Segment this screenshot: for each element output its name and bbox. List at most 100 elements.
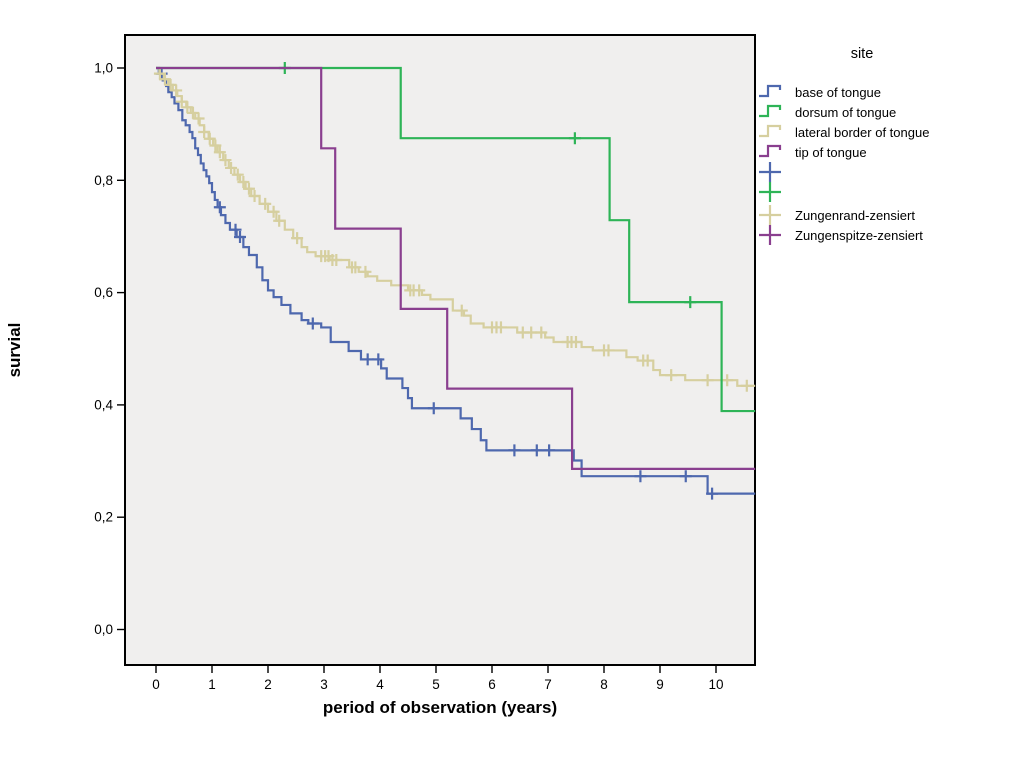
legend-items: base of tongue dorsum of tongue lateral bo…	[758, 82, 1008, 245]
x-tick-label: 2	[264, 677, 272, 692]
censor-mark-lateral-border-of-tongue	[701, 374, 714, 387]
censor-mark-lateral-border-of-tongue	[158, 73, 171, 86]
censor-mark-base-of-tongue	[679, 470, 692, 483]
censor-mark-lateral-border-of-tongue	[259, 197, 272, 210]
legend-item-label: tip of tongue	[795, 144, 867, 160]
legend-item: lateral border of tongue	[758, 122, 1008, 142]
x-tick-label: 1	[208, 677, 216, 692]
censor-mark-lateral-border-of-tongue	[219, 154, 232, 167]
censor-mark-base-of-tongue	[372, 353, 385, 366]
survival-curve-base-of-tongue	[156, 66, 756, 495]
x-tick-label: 9	[656, 677, 664, 692]
step-line-icon	[759, 104, 782, 118]
censor-mark-base-of-tongue	[229, 223, 242, 236]
censor-mark-lateral-border-of-tongue	[209, 139, 222, 152]
censor-mark-lateral-border-of-tongue	[330, 254, 343, 267]
y-tick-label: 0,0	[94, 622, 113, 637]
censor-mark-lateral-border-of-tongue	[198, 126, 211, 139]
censor-mark-dorsum-of-tongue	[684, 296, 697, 309]
censor-mark-lateral-border-of-tongue	[349, 261, 362, 274]
survival-curve-dorsum-of-tongue	[156, 66, 756, 413]
censor-mark-lateral-border-of-tongue	[225, 161, 238, 174]
y-tick-label: 1,0	[94, 61, 113, 76]
censor-mark-lateral-border-of-tongue	[291, 232, 304, 245]
legend-item-label: Zungenrand-zensiert	[795, 207, 915, 223]
y-tick-label: 0,8	[94, 173, 113, 188]
censor-mark-lateral-border-of-tongue	[525, 326, 538, 339]
censor-mark-lateral-border-of-tongue	[203, 132, 216, 145]
legend-item: Zungenrand-zensiert	[758, 205, 1008, 225]
y-axis-title: survial	[5, 322, 24, 378]
censor-plus-icon	[759, 162, 781, 182]
censor-mark-lateral-border-of-tongue	[740, 379, 753, 392]
y-tick-label: 0,4	[94, 397, 113, 412]
legend: site base of tongue dorsum of tongue later…	[758, 46, 1008, 245]
censor-mark-base-of-tongue	[530, 444, 543, 457]
plot-frame	[124, 34, 756, 666]
censor-mark-lateral-border-of-tongue	[170, 84, 183, 97]
censor-plus-icon	[759, 205, 781, 225]
x-axis-title: period of observation (years)	[322, 698, 558, 717]
legend-item-label: base of tongue	[795, 84, 882, 100]
y-tick-label: 0,6	[94, 285, 113, 300]
step-line-icon	[759, 84, 782, 98]
y-tick-label: 0,2	[94, 510, 113, 525]
x-tick-label: 6	[488, 677, 496, 692]
censor-plus-icon	[759, 162, 781, 182]
censor-mark-lateral-border-of-tongue	[186, 106, 199, 119]
censor-mark-lateral-border-of-tongue	[455, 304, 468, 317]
censor-mark-lateral-border-of-tongue	[175, 95, 188, 108]
legend-item: dorsum of tongue	[758, 102, 1008, 122]
censor-mark-base-of-tongue	[306, 317, 319, 330]
step-line-icon	[759, 124, 782, 138]
legend-item-label: lateral border of tongue	[795, 124, 930, 140]
legend-item: base of tongue	[758, 82, 1008, 102]
censor-plus-icon	[759, 205, 781, 225]
censor-mark-lateral-border-of-tongue	[535, 326, 548, 339]
censor-mark-base-of-tongue	[361, 353, 374, 366]
censor-mark-lateral-border-of-tongue	[721, 374, 734, 387]
censor-mark-lateral-border-of-tongue	[213, 146, 226, 159]
censor-mark-base-of-tongue	[234, 231, 246, 244]
x-tick-label: 10	[708, 677, 723, 692]
censor-mark-lateral-border-of-tongue	[242, 182, 255, 195]
x-tick-label: 5	[432, 677, 440, 692]
step-line-icon	[759, 124, 782, 138]
survival-curve-lateral-border-of-tongue	[156, 66, 756, 387]
x-tick-label: 3	[320, 677, 328, 692]
censor-mark-base-of-tongue	[634, 470, 647, 483]
censor-mark-lateral-border-of-tongue	[641, 354, 654, 367]
censor-mark-base-of-tongue	[213, 201, 226, 214]
censor-mark-base-of-tongue	[427, 402, 440, 415]
censor-mark-lateral-border-of-tongue	[267, 205, 280, 218]
censor-plus-icon	[759, 225, 781, 245]
censor-mark-lateral-border-of-tongue	[570, 336, 582, 349]
censor-mark-base-of-tongue	[543, 444, 556, 457]
censor-mark-base-of-tongue	[706, 487, 719, 500]
censor-mark-lateral-border-of-tongue	[273, 214, 286, 227]
censor-plus-icon	[759, 225, 781, 245]
censor-mark-base-of-tongue	[508, 444, 521, 457]
survival-curve-tip-of-tongue	[156, 66, 756, 471]
censor-mark-lateral-border-of-tongue	[413, 284, 426, 297]
x-tick-label: 7	[544, 677, 552, 692]
censor-mark-lateral-border-of-tongue	[192, 112, 205, 125]
legend-item-label: Zungenspitze-zensiert	[795, 227, 923, 243]
x-tick-label: 0	[152, 677, 160, 692]
step-line-icon	[759, 144, 782, 158]
x-tick-label: 8	[600, 677, 608, 692]
legend-item: Zungenspitze-zensiert	[758, 225, 1008, 245]
censor-mark-lateral-border-of-tongue	[665, 369, 678, 382]
censor-mark-lateral-border-of-tongue	[237, 175, 250, 188]
step-line-icon	[759, 104, 782, 118]
censor-mark-lateral-border-of-tongue	[181, 101, 194, 114]
censor-mark-dorsum-of-tongue	[568, 132, 581, 145]
legend-item	[758, 162, 1008, 182]
censor-mark-lateral-border-of-tongue	[248, 190, 261, 203]
censor-mark-lateral-border-of-tongue	[164, 78, 177, 91]
legend-item-label: dorsum of tongue	[795, 104, 897, 120]
censor-plus-icon	[759, 182, 781, 202]
legend-item	[758, 182, 1008, 202]
